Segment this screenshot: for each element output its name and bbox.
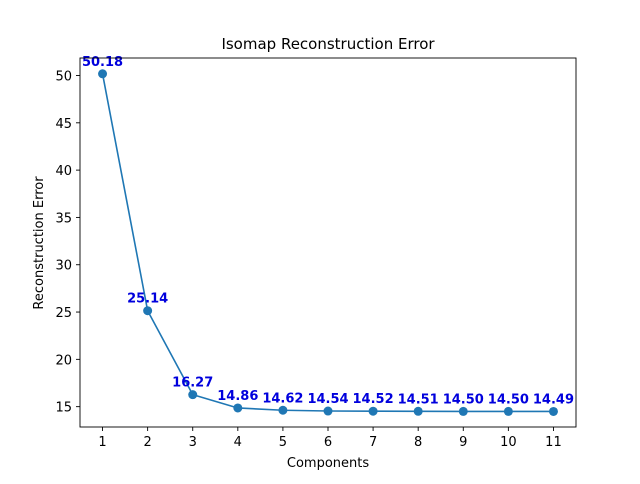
data-label: 50.18 [82,55,123,70]
x-tick-label: 1 [98,435,106,450]
x-tick-label: 9 [459,435,467,450]
x-axis-label: Components [287,456,369,471]
data-label: 14.50 [443,392,484,407]
data-label: 16.27 [172,376,213,391]
data-label: 14.49 [533,392,574,407]
x-tick-label: 11 [545,435,562,450]
chart-title: Isomap Reconstruction Error [221,35,435,53]
plot-area: 1 2 3 4 5 6 7 8 9 10 11152025303540455050.1825.141… [55,55,577,450]
y-tick-label: 50 [55,70,72,85]
y-tick-label: 20 [55,353,72,368]
y-tick-label: 15 [55,401,72,416]
y-tick-label: 45 [55,117,72,132]
data-point [413,406,423,416]
data-label: 14.62 [262,391,303,406]
y-axis-label: Reconstruction Error [32,176,47,310]
data-label: 14.54 [307,392,348,407]
data-label: 14.51 [398,392,439,407]
y-tick-label: 40 [55,164,72,179]
data-point [188,390,198,400]
data-point [548,406,558,416]
data-point [98,69,108,79]
y-tick-label: 25 [55,306,72,321]
data-point [503,406,513,416]
data-point [458,406,468,416]
data-point [278,405,288,415]
data-point [368,406,378,416]
x-tick-label: 4 [234,435,242,450]
x-tick-label: 6 [324,435,332,450]
x-tick-label: 5 [279,435,287,450]
x-tick-label: 8 [414,435,422,450]
y-tick-label: 30 [55,259,72,274]
plot-frame [79,57,577,428]
data-label: 14.50 [488,392,529,407]
y-tick-label: 35 [55,211,72,226]
data-point [323,406,333,416]
x-tick-label: 3 [189,435,197,450]
data-point [233,403,243,413]
data-label: 25.14 [127,292,168,307]
data-label: 14.86 [217,389,258,404]
x-tick-label: 2 [143,435,151,450]
data-point [143,306,153,316]
x-tick-label: 7 [369,435,377,450]
data-label: 14.52 [353,392,394,407]
x-tick-label: 10 [500,435,517,450]
